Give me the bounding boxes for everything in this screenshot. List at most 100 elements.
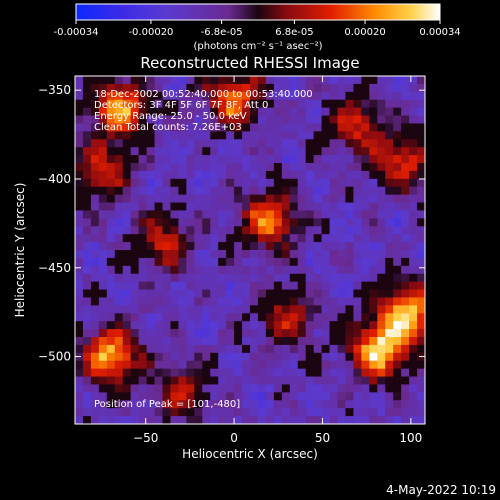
heatmap-cell (401, 337, 410, 346)
heatmap-cell (218, 416, 227, 424)
heatmap-cell (329, 163, 339, 172)
heatmap-cell (273, 281, 283, 291)
heatmap-cell (313, 305, 323, 314)
heatmap-cell (138, 376, 148, 386)
heatmap-cell (98, 289, 108, 299)
heatmap-cell (210, 265, 219, 275)
heatmap-cell (385, 305, 394, 314)
heatmap-cell (377, 218, 386, 227)
heatmap-cell (114, 226, 124, 235)
heatmap-cell (385, 416, 394, 424)
heatmap-cell (226, 305, 235, 314)
heatmap-cell (417, 91, 425, 101)
heatmap-cell (218, 289, 227, 299)
heatmap-cell (98, 170, 108, 180)
heatmap-cell (234, 76, 243, 85)
heatmap-cell (210, 115, 219, 125)
heatmap-cell (202, 170, 211, 180)
heatmap-cell (202, 289, 211, 299)
heatmap-cell (106, 392, 116, 401)
heatmap-cell (281, 170, 291, 180)
heatmap-cell (385, 139, 394, 148)
heatmap-cell (305, 123, 315, 132)
heatmap-cell (130, 416, 140, 424)
heatmap-cell (409, 305, 418, 314)
heatmap-cell (130, 400, 140, 409)
heatmap-cell (353, 147, 362, 156)
heatmap-cell (98, 107, 108, 117)
heatmap-cell (409, 194, 418, 204)
heatmap-cell (305, 376, 315, 386)
heatmap-cell (257, 194, 267, 204)
heatmap-cell (297, 91, 307, 101)
heatmap-cell (122, 344, 132, 354)
heatmap-cell (210, 202, 219, 212)
heatmap-cell (250, 376, 259, 386)
heatmap-cell (170, 194, 179, 204)
heatmap-cell (361, 163, 370, 172)
heatmap-cell (146, 368, 156, 378)
heatmap-cell (257, 123, 267, 132)
heatmap-cell (345, 305, 354, 314)
heatmap-cell (162, 416, 172, 424)
heatmap-cell (114, 384, 124, 393)
heatmap-cell (178, 273, 187, 283)
heatmap-cell (154, 273, 164, 283)
heatmap-cell (202, 147, 211, 156)
heatmap-cell (289, 265, 299, 275)
heatmap-cell (289, 218, 299, 227)
heatmap-cell (218, 186, 227, 196)
heatmap-cell (337, 123, 347, 132)
heatmap-cell (218, 170, 227, 180)
heatmap-cell (186, 218, 195, 227)
heatmap-cell (75, 123, 84, 132)
heatmap-cell (257, 91, 267, 101)
heatmap-cell (385, 273, 394, 283)
heatmap-cell (75, 305, 84, 314)
heatmap-cell (146, 99, 156, 109)
heatmap-cell (130, 99, 140, 109)
heatmap-cell (353, 337, 362, 346)
heatmap-cell (401, 368, 410, 378)
heatmap-cell (289, 344, 299, 354)
heatmap-cell (146, 107, 156, 117)
heatmap-cell (218, 76, 227, 85)
heatmap-cell (186, 210, 195, 219)
heatmap-cell (257, 131, 267, 140)
heatmap-cell (273, 384, 283, 393)
heatmap-cell (297, 384, 307, 393)
heatmap-cell (257, 273, 267, 283)
heatmap-cell (289, 313, 299, 322)
heatmap-cell (417, 337, 425, 346)
heatmap-cell (186, 289, 195, 299)
heatmap-cell (122, 368, 132, 378)
heatmap-cell (409, 376, 418, 386)
heatmap-cell (305, 99, 315, 109)
info-annotation-line: Clean Total counts: 7.26E+03 (94, 122, 242, 133)
heatmap-cell (409, 257, 418, 267)
heatmap-cell (90, 123, 100, 132)
heatmap-cell (337, 400, 347, 409)
heatmap-cell (353, 344, 362, 354)
heatmap-cell (210, 360, 219, 370)
heatmap-cell (178, 170, 187, 180)
heatmap-cell (194, 186, 203, 196)
heatmap-cell (353, 210, 362, 219)
heatmap-cell (234, 210, 243, 219)
heatmap-cell (194, 234, 203, 243)
heatmap-cell (393, 321, 402, 330)
heatmap-cell (369, 186, 378, 196)
heatmap-cell (234, 376, 243, 386)
heatmap-cell (377, 91, 386, 101)
heatmap-cell (273, 131, 283, 140)
heatmap-cell (409, 242, 418, 251)
heatmap-cell (281, 194, 291, 204)
heatmap-cell (345, 392, 354, 401)
heatmap-cell (345, 99, 354, 109)
heatmap-cell (162, 297, 172, 306)
heatmap-cell (122, 210, 132, 219)
heatmap-cell (401, 163, 410, 172)
heatmap-cell (369, 107, 378, 117)
heatmap-cell (313, 265, 323, 275)
heatmap-cell (90, 289, 100, 299)
